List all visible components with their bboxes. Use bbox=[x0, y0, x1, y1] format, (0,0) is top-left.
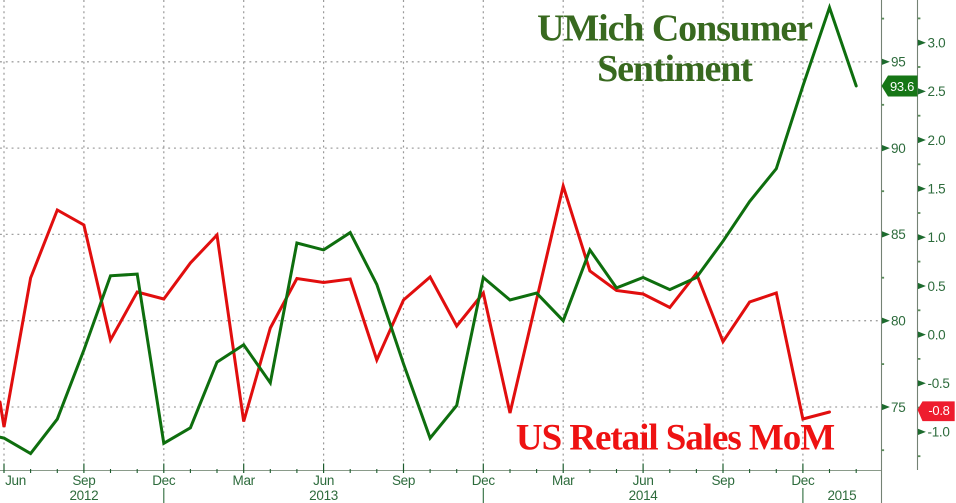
svg-text:Sep: Sep bbox=[72, 473, 95, 488]
svg-text:-1.0: -1.0 bbox=[928, 425, 950, 440]
svg-text:UMich Consumer: UMich Consumer bbox=[537, 8, 813, 50]
svg-text:85: 85 bbox=[891, 227, 905, 242]
svg-text:2.5: 2.5 bbox=[928, 84, 946, 99]
svg-text:Sep: Sep bbox=[392, 473, 415, 488]
svg-text:2013: 2013 bbox=[309, 488, 338, 503]
svg-text:1.5: 1.5 bbox=[928, 182, 946, 197]
svg-text:0.0: 0.0 bbox=[928, 327, 946, 342]
svg-text:0.5: 0.5 bbox=[928, 279, 946, 294]
svg-text:Dec: Dec bbox=[472, 473, 496, 488]
svg-text:93.6: 93.6 bbox=[890, 79, 914, 94]
svg-text:80: 80 bbox=[891, 314, 905, 329]
svg-text:95: 95 bbox=[891, 55, 905, 70]
svg-text:Mar: Mar bbox=[233, 473, 256, 488]
svg-text:2012: 2012 bbox=[69, 488, 98, 503]
svg-text:75: 75 bbox=[891, 400, 905, 415]
svg-text:Jun: Jun bbox=[633, 473, 654, 488]
svg-text:-0.8: -0.8 bbox=[928, 403, 949, 418]
svg-text:-0.5: -0.5 bbox=[928, 376, 950, 391]
svg-text:90: 90 bbox=[891, 141, 905, 156]
svg-text:Mar: Mar bbox=[552, 473, 575, 488]
svg-text:1.0: 1.0 bbox=[928, 230, 946, 245]
svg-text:2014: 2014 bbox=[629, 488, 659, 503]
svg-text:Dec: Dec bbox=[791, 473, 815, 488]
svg-text:2.0: 2.0 bbox=[928, 133, 946, 148]
svg-text:Jun: Jun bbox=[313, 473, 334, 488]
svg-text:2015: 2015 bbox=[827, 488, 856, 503]
svg-text:US Retail Sales MoM: US Retail Sales MoM bbox=[516, 418, 834, 459]
svg-text:Sentiment: Sentiment bbox=[597, 48, 753, 90]
svg-text:3.0: 3.0 bbox=[928, 36, 946, 51]
svg-text:Dec: Dec bbox=[152, 473, 176, 488]
svg-text:Sep: Sep bbox=[711, 473, 734, 488]
svg-text:Jun: Jun bbox=[5, 473, 26, 488]
